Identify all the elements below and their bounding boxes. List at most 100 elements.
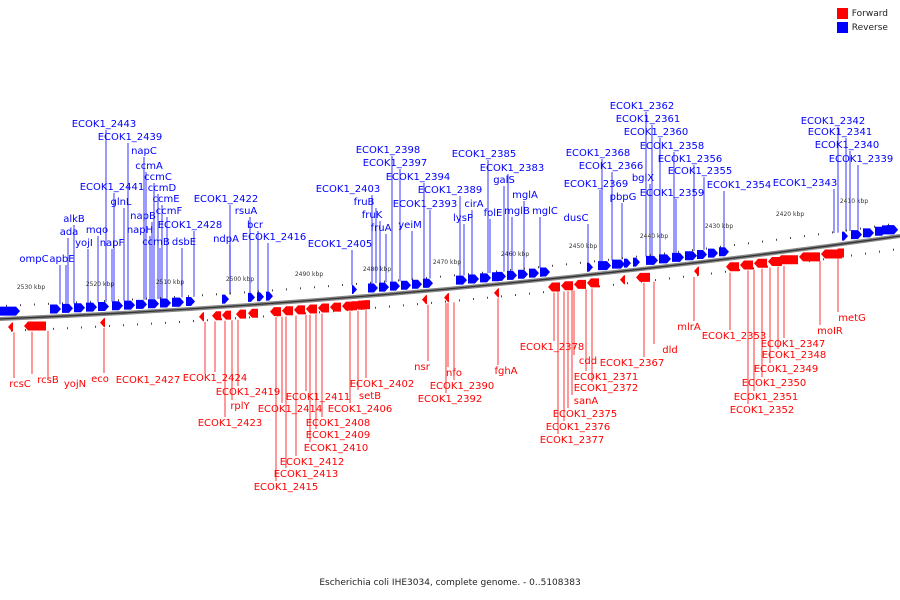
forward-gene-arrow [236, 309, 246, 319]
scale-dot-lower [767, 265, 768, 268]
scale-dot-upper [846, 229, 847, 232]
forward-gene-label: eco [91, 374, 109, 385]
reverse-gene-arrow [612, 259, 625, 269]
scale-dot-upper [34, 303, 35, 306]
reverse-gene-label: dsbE [172, 237, 196, 248]
reverse-gene-arrow [222, 294, 229, 304]
reverse-gene-arrow [266, 291, 273, 301]
scale-dot-upper [440, 275, 441, 278]
reverse-gene-label: ECOK1_2356 [658, 154, 723, 165]
forward-gene-label: ECOK1_2372 [574, 383, 639, 394]
genome-backbone-core [0, 235, 900, 320]
reverse-gene-label: ECOK1_2358 [640, 141, 705, 152]
forward-gene-label: ECOK1_2348 [762, 350, 827, 361]
scale-dot-upper [244, 291, 245, 294]
tick-marks [6, 223, 894, 332]
scale-dot-upper [804, 235, 805, 238]
reverse-gene-arrow [518, 269, 528, 279]
forward-swatch-icon [836, 8, 848, 19]
reverse-gene-arrow [851, 230, 862, 240]
scale-dot-lower [305, 312, 306, 315]
reverse-gene-arrow [708, 248, 718, 258]
reverse-gene-arrow [507, 270, 517, 280]
reverse-gene-label: ECOK1_2405 [308, 239, 373, 250]
reverse-gene-label: ECOK1_2355 [668, 166, 733, 177]
scale-dot-lower [445, 300, 446, 303]
scale-dot-upper [328, 285, 329, 288]
scale-dot-lower [599, 285, 600, 288]
forward-gene-arrow [694, 266, 699, 276]
reverse-gene-label: ndpA [213, 234, 239, 245]
forward-gene-arrow [306, 304, 317, 314]
scale-dot-lower [515, 294, 516, 297]
scale-tick-label: 2520 kbp [86, 281, 114, 288]
scale-tick-label: 2530 kbp [17, 284, 45, 291]
reverse-gene-label: ECOK1_2389 [418, 185, 483, 196]
forward-gene-label: ECOK1_2424 [183, 373, 248, 384]
scale-dot-upper [580, 261, 581, 264]
scale-dot-lower [753, 267, 754, 270]
scale-dot-lower [865, 252, 866, 255]
forward-gene-label: nsr [414, 362, 431, 373]
reverse-gene-label: ECOK1_2354 [707, 180, 772, 191]
gene-arrows [0, 225, 898, 332]
forward-gene-arrow [834, 248, 844, 258]
forward-gene-arrow [422, 295, 427, 305]
reverse-gene-label: mqo [86, 225, 108, 236]
scale-dot-lower [53, 327, 54, 330]
scale-dot-upper [776, 238, 777, 241]
reverse-gene-arrow [352, 285, 357, 295]
forward-gene-arrow [799, 252, 820, 262]
reverse-gene-label: lysP [453, 213, 473, 224]
scale-dot-upper [860, 227, 861, 230]
legend: Forward Reverse [836, 8, 888, 36]
scale-dot-upper [734, 244, 735, 247]
forward-gene-arrow [574, 279, 586, 289]
scale-dot-upper [62, 302, 63, 305]
scale-dot-upper [230, 292, 231, 295]
reverse-gene-label: galS [493, 175, 515, 186]
forward-gene-label: ECOK1_2367 [600, 358, 665, 369]
reverse-gene-arrow [50, 304, 61, 314]
scale-dot-upper [510, 269, 511, 272]
forward-gene-label: ECOK1_2410 [304, 443, 369, 454]
reverse-gene-arrow [624, 258, 631, 268]
scale-dot-upper [748, 242, 749, 245]
reverse-gene-label: ECOK1_2422 [194, 194, 259, 205]
forward-gene-label: ECOK1_2353 [702, 331, 767, 342]
scale-dot-upper [818, 233, 819, 236]
scale-dot-lower [319, 311, 320, 314]
forward-gene-label: ECOK1_2352 [730, 405, 795, 416]
forward-gene-arrow [740, 260, 753, 270]
scale-dot-upper [6, 304, 7, 307]
reverse-swatch-icon [836, 22, 848, 33]
reverse-gene-arrow [468, 274, 479, 284]
forward-gene-label: ECOK1_2427 [116, 375, 181, 386]
forward-gene-label: ECOK1_2377 [540, 435, 605, 446]
reverse-gene-arrow [186, 296, 195, 306]
reverse-gene-label: napC [131, 146, 157, 157]
forward-gene-label: ECOK1_2350 [742, 378, 807, 389]
reverse-gene-arrow [0, 306, 20, 316]
scale-dot-upper [174, 295, 175, 298]
reverse-gene-label: ECOK1_2368 [566, 148, 631, 159]
scale-dot-upper [468, 273, 469, 276]
scale-dot-upper [594, 260, 595, 263]
reverse-gene-arrow [160, 298, 171, 308]
reverse-gene-label: mglB [504, 206, 530, 217]
reverse-gene-label: fruA [371, 223, 392, 234]
reverse-gene-label: ECOK1_2397 [363, 158, 428, 169]
forward-gene-label: ECOK1_2406 [328, 404, 393, 415]
reverse-gene-label: folE [484, 208, 503, 219]
scale-tick-labels: 2530 kbp 2520 kbp 2510 kbp 2500 kbp 2490 kbp… [17, 198, 868, 291]
forward-gene-label: ECOK1_2378 [520, 342, 585, 353]
scale-dot-lower [501, 295, 502, 298]
scale-dot-lower [95, 325, 96, 328]
reverse-gene-label: rsuA [235, 206, 258, 217]
reverse-gene-arrow [112, 301, 123, 311]
scale-dot-lower [683, 275, 684, 278]
scale-dot-upper [132, 298, 133, 301]
scale-dot-upper [888, 223, 889, 226]
